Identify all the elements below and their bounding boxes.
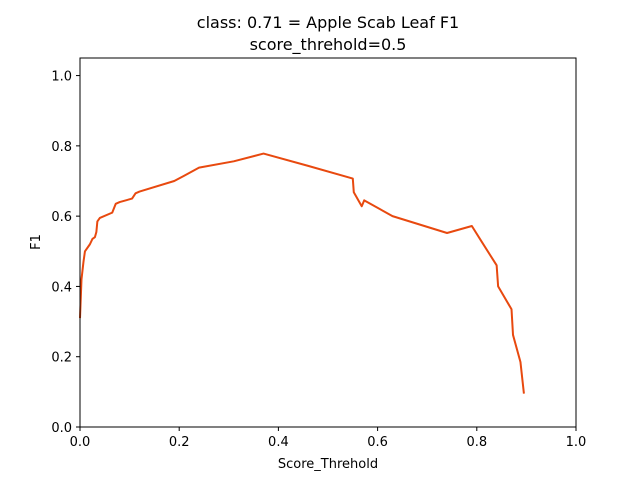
- y-tick-label: 0.6: [51, 210, 72, 225]
- x-axis: 0.0 0.2 0.4 0.6 0.8 1.0: [70, 427, 587, 450]
- y-tick-label: 0.2: [51, 351, 72, 366]
- chart-title: class: 0.71 = Apple Scab Leaf F1: [197, 13, 459, 32]
- x-tick-label: 0.2: [169, 435, 190, 450]
- y-axis: 0.0 0.2 0.4 0.6 0.8 1.0: [51, 70, 80, 436]
- x-tick-label: 0.8: [466, 435, 487, 450]
- axes-frame: [79, 57, 577, 428]
- y-axis-label: F1: [29, 234, 44, 250]
- x-tick-label: 0.0: [70, 435, 91, 450]
- x-tick-label: 0.4: [268, 435, 289, 450]
- y-tick-label: 0.4: [51, 280, 72, 295]
- plot-area: [79, 152, 525, 394]
- y-tick-label: 1.0: [51, 70, 72, 85]
- chart-subtitle: score_threhold=0.5: [250, 35, 407, 55]
- x-tick-label: 0.6: [367, 435, 388, 450]
- x-axis-label: Score_Threhold: [278, 457, 378, 472]
- y-tick-label: 0.0: [51, 421, 72, 436]
- x-tick-label: 1.0: [566, 435, 587, 450]
- f1-series-line: [79, 152, 525, 394]
- y-tick-label: 0.8: [51, 140, 72, 155]
